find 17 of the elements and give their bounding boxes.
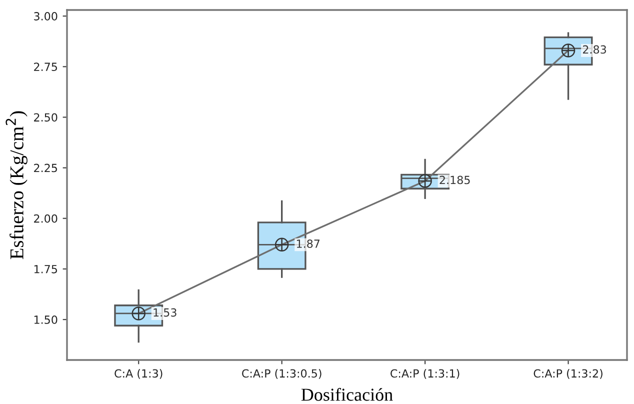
data-label: 2.83 <box>582 45 606 54</box>
x-tick-label: C:A:P (1:3:2) <box>534 369 602 379</box>
x-axis-title: Dosificación <box>301 388 393 401</box>
y-tick-label: 1.50 <box>34 316 58 324</box>
y-axis-title: Esfuerzo (Kg/cm$^{2}$) <box>6 111 28 260</box>
data-label: 1.53 <box>154 308 176 317</box>
y-tick-label: 2.50 <box>34 113 58 122</box>
y-tick-label: 3.00 <box>34 12 58 20</box>
data-label: 1.87 <box>296 240 320 248</box>
y-tick-label: 1.75 <box>34 265 57 274</box>
data-label: 2.185 <box>440 176 470 184</box>
x-tick-label: C:A:P (1:3:0.5) <box>242 369 322 379</box>
x-tick-label: C:A (1:3) <box>114 369 162 379</box>
y-tick-label: 2.25 <box>34 164 57 172</box>
y-tick-label: 2.00 <box>34 214 58 223</box>
x-tick-label: C:A:P (1:3:1) <box>390 369 460 379</box>
y-tick-label: 2.75 <box>34 62 57 72</box>
